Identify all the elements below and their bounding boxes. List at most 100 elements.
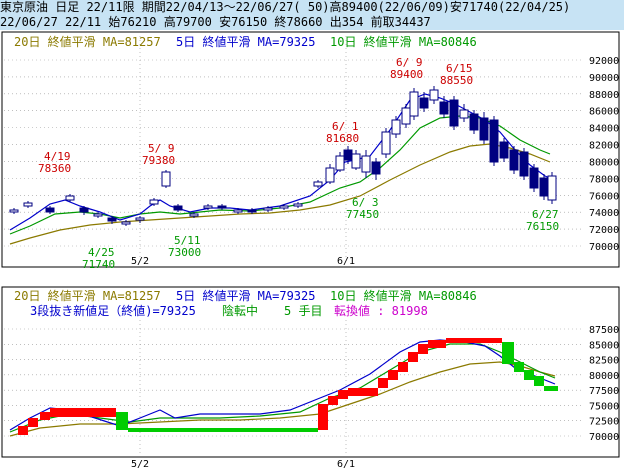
bottom-legend-ma20: 20日 終値平滑 MA=81257 [14, 288, 161, 303]
annotation-price: 77450 [346, 208, 379, 221]
bottom-kagi-panel: 87500 85000 82500 80000 77500 75000 72500 70000… [1, 286, 620, 470]
candle-body [439, 101, 449, 115]
candle-body [93, 213, 103, 217]
top-y-tick-label: 80000 [589, 157, 619, 168]
annotation-price: 88550 [440, 74, 473, 87]
top-x-tick-label: 5/2 [131, 256, 149, 267]
candle-body [217, 205, 227, 209]
bottom-ma10-line [9, 343, 556, 433]
top-y-tick-label: 70000 [589, 242, 619, 253]
candle-body [419, 97, 429, 109]
annotation-date: 6/27 [532, 208, 559, 221]
new-price-bricks [18, 338, 558, 435]
brick-up [28, 418, 38, 427]
bottom-y-tick-label: 85000 [589, 340, 619, 351]
candle-body [449, 99, 459, 127]
top-y-tick-label: 72000 [589, 225, 619, 236]
brick-up [398, 362, 408, 372]
candle-body [529, 167, 539, 189]
kagi-status: 陰転中 [222, 303, 258, 318]
kagi-reversal: 転換値 : 81998 [334, 303, 428, 318]
bottom-y-tick-label: 75000 [589, 401, 619, 412]
bottom-y-tick-label: 70000 [589, 432, 619, 443]
bottom-y-axis: 87500 85000 82500 80000 77500 75000 72500 70000 [589, 325, 619, 443]
bottom-x-tick-label: 6/1 [337, 459, 355, 470]
candle-body [135, 217, 145, 221]
candle-body [429, 89, 439, 101]
top-price-panel: 92000 90000 88000 86000 84000 82000 80000 78000… [1, 31, 620, 271]
legend-ma5: 5日 終値平滑 MA=79325 [176, 34, 315, 49]
bottom-x-axis: 5/2 6/1 [131, 459, 355, 470]
top-y-axis: 92000 90000 88000 86000 84000 82000 80000 78000… [589, 56, 619, 253]
top-x-tick-label: 6/1 [337, 256, 355, 267]
brick-up [446, 338, 502, 343]
brick-up [40, 412, 50, 420]
candle-body [391, 119, 401, 135]
candle-body [401, 107, 411, 125]
top-y-tick-label: 86000 [589, 107, 619, 118]
candle-body [547, 175, 557, 201]
brick-up [388, 370, 398, 380]
candle-body [121, 221, 131, 225]
annotation-date: 6/ 9 [396, 56, 423, 69]
candle-body [409, 91, 419, 117]
annotation-price: 76150 [526, 220, 559, 233]
candle-body [203, 205, 213, 209]
brick-up [18, 426, 28, 435]
candle-body [539, 177, 549, 197]
ma5-line [9, 93, 556, 231]
candle-body [459, 109, 469, 119]
candle-body [23, 202, 33, 207]
candle-body [479, 117, 489, 141]
candle-body [189, 213, 199, 217]
top-x-axis: 5/2 6/1 [131, 256, 355, 267]
candle-body [469, 113, 479, 131]
candlesticks [9, 86, 557, 226]
brick-up [50, 408, 116, 417]
candle-body [79, 207, 89, 213]
brick-down [524, 370, 534, 380]
candle-body [45, 207, 55, 213]
top-y-tick-label: 92000 [589, 56, 619, 67]
candle-body [361, 155, 371, 173]
top-y-tick-label: 74000 [589, 208, 619, 219]
brick-up [418, 344, 428, 354]
candle-body [371, 161, 381, 175]
bottom-legend-ma10: 10日 終値平滑 MA=80846 [330, 288, 477, 303]
brick-up [428, 340, 446, 348]
annotation-date: 4/25 [88, 246, 115, 259]
candle-body [335, 155, 345, 171]
brick-down [534, 376, 544, 386]
brick-up [408, 352, 418, 362]
annotation-price: 81680 [326, 132, 359, 145]
brick-down [128, 428, 318, 432]
brick-down [502, 342, 514, 364]
candle-body [343, 149, 353, 161]
top-y-tick-label: 82000 [589, 141, 619, 152]
annotation-date: 6/15 [446, 62, 473, 75]
candle-body [509, 149, 519, 171]
bottom-grid [4, 320, 584, 454]
brick-down [514, 362, 524, 372]
annotation-date: 6/ 1 [332, 120, 359, 133]
bottom-y-tick-label: 82500 [589, 356, 619, 367]
brick-up [328, 396, 338, 405]
bottom-ma5-line [9, 339, 556, 431]
annotation-date: 4/19 [44, 150, 71, 163]
candle-body [247, 209, 257, 213]
candle-body [149, 199, 159, 205]
annotation-price: 79380 [142, 154, 175, 167]
candle-body [161, 171, 171, 187]
top-y-tick-label: 88000 [589, 90, 619, 101]
chart-title-bar: 東京原油 日足 22/11限 期間22/04/13～22/06/27( 50)高… [0, 0, 624, 15]
legend-ma10: 10日 終値平滑 MA=80846 [330, 34, 477, 49]
kagi-info-prefix: 3段抜き新値足（終値)=79325 [30, 303, 196, 318]
candle-body [107, 217, 117, 222]
bottom-y-tick-label: 72500 [589, 417, 619, 428]
top-y-tick-label: 76000 [589, 191, 619, 202]
candle-body [351, 153, 361, 169]
candle-body [9, 209, 19, 213]
brick-up [318, 404, 328, 430]
